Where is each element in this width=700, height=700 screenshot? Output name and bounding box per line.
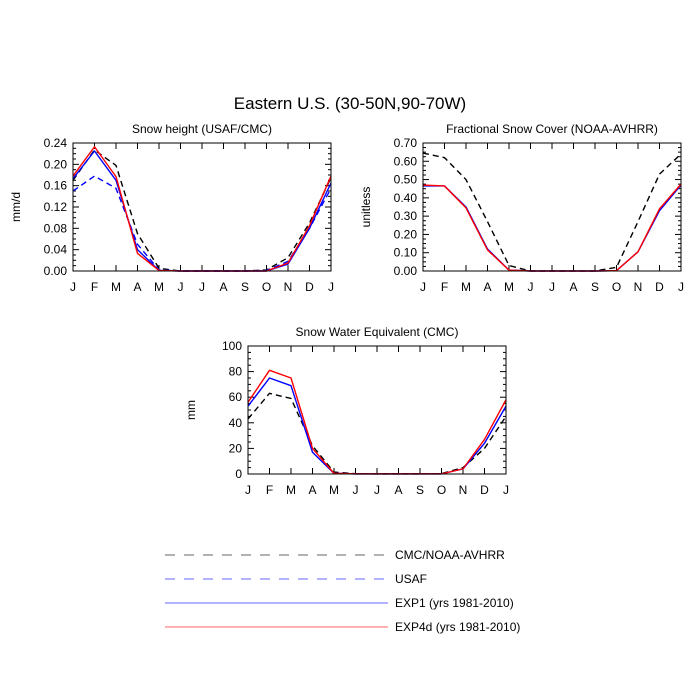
x-tick-label: J — [199, 280, 205, 294]
x-tick-label: D — [305, 280, 314, 294]
x-tick-label: D — [655, 280, 664, 294]
y-tick-label: 0.12 — [44, 200, 68, 214]
y-tick-label: 0.60 — [394, 154, 418, 168]
plot-frame — [72, 142, 332, 272]
x-tick-label: A — [394, 483, 402, 497]
plot-frame — [247, 345, 507, 475]
plot-frame — [422, 142, 682, 272]
x-tick-label: F — [441, 280, 448, 294]
x-tick-label: J — [70, 280, 76, 294]
x-tick-label: J — [245, 483, 251, 497]
y-tick-label: 40 — [229, 416, 243, 430]
y-tick-label: 0.20 — [44, 157, 68, 171]
x-tick-label: M — [461, 280, 471, 294]
x-tick-label: O — [262, 280, 271, 294]
x-tick-label: J — [353, 483, 359, 497]
y-tick-label: 0.08 — [44, 221, 68, 235]
x-tick-label: A — [219, 280, 227, 294]
legend-label: EXP4d (yrs 1981-2010) — [395, 620, 520, 634]
x-tick-label: M — [286, 483, 296, 497]
x-tick-label: J — [678, 280, 684, 294]
y-axis-label: mm/d — [9, 192, 23, 222]
series-line-usaf — [72, 175, 332, 272]
y-tick-label: 20 — [229, 441, 243, 455]
series-line-cmc-noaa-avhrr — [422, 152, 682, 272]
chart-panels: Snow height (USAF/CMC) mm/d 0.00 0.04 0.08 0.… — [9, 122, 684, 497]
series-line-cmc-noaa-avhrr — [247, 392, 507, 475]
y-tick-label: 0.20 — [394, 227, 418, 241]
series-line-cmc-noaa-avhrr — [72, 149, 332, 272]
x-tick-label: S — [591, 280, 599, 294]
x-tick-label: N — [459, 483, 468, 497]
x-tick-label: M — [329, 483, 339, 497]
x-tick-label: D — [480, 483, 489, 497]
y-tick-label: 0.50 — [394, 173, 418, 187]
y-tick-label: 0.24 — [44, 136, 68, 150]
chart-title: Fractional Snow Cover (NOAA-AVHRR) — [446, 122, 658, 136]
chart-panel-2: Fractional Snow Cover (NOAA-AVHRR) unitle… — [359, 122, 684, 294]
y-axis-label: unitless — [359, 187, 373, 228]
x-tick-label: J — [374, 483, 380, 497]
y-tick-label: 0.70 — [394, 136, 418, 150]
x-tick-label: A — [308, 483, 316, 497]
y-tick-label: 80 — [229, 365, 243, 379]
x-tick-label: O — [612, 280, 621, 294]
y-tick-label: 0 — [235, 467, 242, 481]
x-tick-label: N — [634, 280, 643, 294]
x-tick-label: J — [528, 280, 534, 294]
chart-title: Snow Water Equivalent (CMC) — [296, 325, 459, 339]
x-tick-label: S — [416, 483, 424, 497]
y-tick-label: 0.04 — [44, 243, 68, 257]
figure-title: Eastern U.S. (30-50N,90-70W) — [234, 94, 466, 113]
x-tick-label: A — [133, 280, 141, 294]
y-tick-label: 0.10 — [394, 246, 418, 260]
x-tick-label: J — [549, 280, 555, 294]
x-tick-label: J — [328, 280, 334, 294]
series-line-exp1 — [247, 377, 507, 475]
y-tick-label: 0.16 — [44, 179, 68, 193]
y-tick-label: 0.00 — [394, 264, 418, 278]
x-tick-label: A — [483, 280, 491, 294]
series-line-exp1 — [423, 184, 682, 272]
x-tick-label: F — [266, 483, 273, 497]
chart-panel-1: Snow height (USAF/CMC) mm/d 0.00 0.04 0.08 0.… — [9, 122, 334, 294]
x-tick-label: N — [284, 280, 293, 294]
x-tick-label: M — [154, 280, 164, 294]
legend: CMC/NOAA-AVHRR USAF EXP1 (yrs 1981-2010) EX… — [165, 548, 520, 634]
legend-label: EXP1 (yrs 1981-2010) — [395, 596, 514, 610]
y-axis-label: mm — [184, 400, 198, 420]
legend-label: CMC/NOAA-AVHRR — [395, 548, 505, 562]
x-tick-label: O — [437, 483, 446, 497]
x-tick-label: A — [569, 280, 577, 294]
x-tick-label: J — [420, 280, 426, 294]
x-tick-label: J — [178, 280, 184, 294]
y-tick-label: 0.30 — [394, 209, 418, 223]
y-tick-label: 0.40 — [394, 191, 418, 205]
chart-title: Snow height (USAF/CMC) — [132, 122, 272, 136]
series-line-exp1 — [72, 150, 332, 272]
legend-label: USAF — [395, 572, 427, 586]
x-tick-label: M — [111, 280, 121, 294]
y-tick-label: 0.00 — [44, 264, 68, 278]
x-tick-label: J — [503, 483, 509, 497]
x-tick-label: S — [241, 280, 249, 294]
series-line-exp4d — [247, 369, 507, 475]
x-tick-label: M — [504, 280, 514, 294]
series-line-exp4d — [72, 146, 332, 272]
series-line-exp4d — [422, 183, 682, 272]
x-tick-label: F — [91, 280, 98, 294]
y-tick-label: 100 — [222, 339, 242, 353]
chart-panel-3: Snow Water Equivalent (CMC) mm 0 20 40 60 80 10… — [184, 325, 509, 497]
y-tick-label: 60 — [229, 390, 243, 404]
